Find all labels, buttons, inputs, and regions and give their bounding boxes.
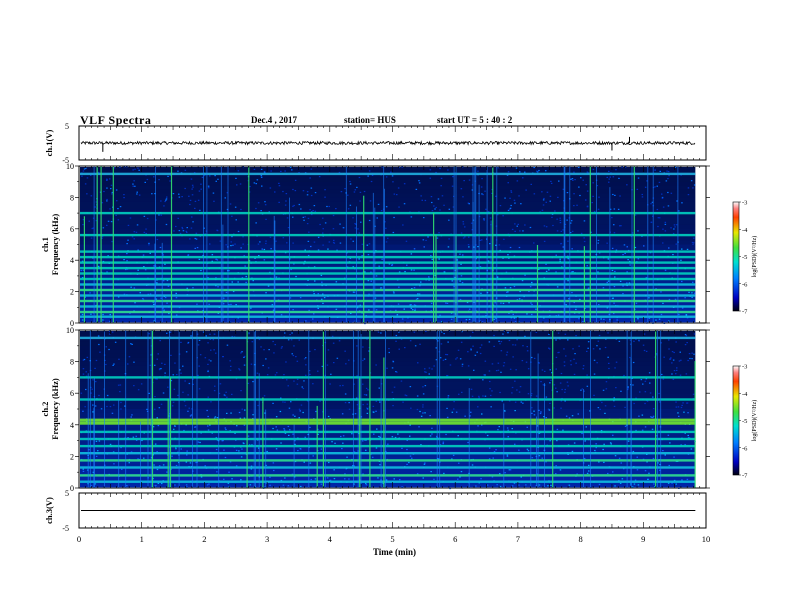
ch2-spectrogram-colorbar-tick--4: -4: [742, 391, 748, 398]
ch2-spectrogram-ytick-8: 8: [70, 358, 74, 367]
ch1-spectrogram-colorbar-tick--5: -5: [742, 254, 747, 261]
xtick-9: 9: [641, 534, 645, 544]
ch2-spectrogram-ylabel: Frequency (kHz): [50, 378, 60, 440]
ch1-spectrogram-band-14: [80, 211, 696, 215]
figure-title: VLF Spectra: [80, 113, 152, 127]
xtick-1: 1: [140, 534, 144, 544]
ch2-spectrogram-colorbar: -3 -4 -5 -6 -7 log(PSD)(V²/Hz): [732, 364, 758, 480]
ch1-waveform-ytick-top: 5: [65, 122, 69, 131]
ch2-spectrogram-ytick-2: 2: [70, 452, 74, 461]
ch1-trace: [80, 140, 696, 146]
ch2-spectrogram-colorbar-tick--3: -3: [742, 364, 747, 371]
ch2-spectrogram-band-12: [80, 336, 696, 340]
ch1-spectrogram-band-6: [80, 283, 696, 286]
ch1-spectrogram-band-5: [80, 288, 696, 292]
ch1-spectrogram-ytick-2: 2: [70, 288, 74, 297]
ch1-spectrogram-band-4: [80, 294, 696, 297]
ch1-spectrogram-colorbar: -3 -4 -5 -6 -7 log(PSD)(V²/Hz): [732, 200, 758, 316]
xtick-8: 8: [578, 534, 582, 544]
ch1-spectrogram-band-15: [80, 172, 696, 176]
ch1-spectrogram-band-0: [80, 315, 696, 318]
ch2-spectrogram-colorbar-tick--6: -6: [742, 445, 748, 452]
ch1-spectrogram-band-11: [80, 255, 696, 259]
ch1-waveform-ylabel: ch.1(V): [44, 129, 54, 156]
ch3-waveform-ytick-top: 5: [65, 489, 69, 498]
start-time-label: start UT = 5 : 40 : 2: [437, 115, 513, 125]
ch2-spectrogram: 0 2 4 6 8 10 ch.2 Frequency (kHz) -3 -4 -5 -6 -7 log(…: [40, 326, 758, 493]
ch2-spectrogram-band-5: [80, 444, 696, 448]
ch1-spectrogram-band-3: [80, 299, 696, 303]
ch2-spectrogram-band-11: [80, 376, 696, 379]
ch3-waveform-ylabel: ch.3(V): [44, 497, 54, 524]
ch2-spectrogram-ytick-0: 0: [70, 484, 74, 493]
ch2-spectrogram-band-4: [80, 452, 696, 455]
xtick-10: 10: [702, 534, 711, 544]
xtick-5: 5: [390, 534, 394, 544]
ch2-spectrogram-band-7: [80, 430, 696, 434]
date-label: Dec.4 , 2017: [251, 115, 297, 125]
x-axis-label: Time (min): [373, 547, 416, 557]
ch2-spectrogram-band-3: [80, 459, 696, 462]
ch2-spectrogram-channel-label: ch.2: [40, 402, 50, 417]
xtick-7: 7: [516, 534, 520, 544]
ch1-spectrogram-ytick-8: 8: [70, 193, 74, 202]
xtick-6: 6: [453, 534, 457, 544]
ch1-waveform-ytick-bottom: -5: [62, 156, 69, 165]
ch1-spectrogram: 0 2 4 6 8 10 ch.1 Frequency (kHz) -3 -4 -5 -6 -7 log(…: [40, 162, 758, 328]
ch1-spectrogram-band-13: [80, 233, 696, 237]
ch1-spectrogram-band-7: [80, 277, 696, 281]
ch1-spectrogram-channel-label: ch.1: [40, 237, 50, 252]
ch1-spectrogram-ytick-6: 6: [70, 225, 74, 234]
ch1-spectrogram-band-9: [80, 266, 696, 270]
ch2-spectrogram-band-8: [80, 421, 696, 425]
ch2-spectrogram-ytick-4: 4: [70, 421, 74, 430]
station-label: station= HUS: [344, 115, 396, 125]
ch2-spectrogram-colorbar-tick--5: -5: [742, 418, 747, 425]
ch1-waveform: 5 -5 ch.1(V): [44, 122, 707, 165]
ch2-spectrogram-band-6: [80, 437, 696, 441]
ch1-spectrogram-colorbar-tick--6: -6: [742, 281, 748, 288]
ch1-spectrogram-colorbar-label: log(PSD)(V²/Hz): [751, 236, 758, 277]
ch1-spectrogram-band-10: [80, 261, 696, 264]
ch1-spectrogram-band-1: [80, 310, 696, 314]
xtick-3: 3: [265, 534, 269, 544]
ch2-spectrogram-ytick-6: 6: [70, 389, 74, 398]
ch2-spectrogram-band-1: [80, 474, 696, 477]
ch1-spectrogram-colorbar-tick--7: -7: [742, 309, 748, 316]
ch2-spectrogram-band-0: [80, 480, 696, 483]
ch2-spectrogram-colorbar-tick--7: -7: [742, 473, 748, 480]
ch3-waveform-ytick-bottom: -5: [62, 524, 69, 533]
ch2-spectrogram-ytick-10: 10: [66, 326, 74, 335]
ch1-spectrogram-band-8: [80, 272, 696, 275]
ch1-spectrogram-ytick-10: 10: [66, 162, 74, 171]
xtick-4: 4: [328, 534, 333, 544]
ch1-spectrogram-ylabel: Frequency (kHz): [50, 214, 60, 276]
ch2-spectrogram-colorbar-label: log(PSD)(V²/Hz): [751, 400, 758, 441]
ch2-spectrogram-band-2: [80, 466, 696, 469]
ch2-spectrogram-band-10: [80, 398, 696, 401]
ch1-spectrogram-band-12: [80, 250, 696, 253]
ch1-spectrogram-colorbar-tick--3: -3: [742, 200, 747, 207]
ch1-spectrogram-colorbar-tick--4: -4: [742, 227, 748, 234]
ch3-waveform: 5 -5 ch.3(V) 0 1 2 3 4 5 6 7 8 9 10 Time (min): [44, 489, 710, 557]
ch1-spectrogram-band-2: [80, 305, 696, 308]
ch1-spectrogram-ytick-4: 4: [70, 256, 74, 265]
ch2-spectrogram-band-9: [80, 418, 696, 422]
ch1-spectrogram-ytick-0: 0: [70, 319, 74, 328]
xtick-2: 2: [202, 534, 206, 544]
xtick-0: 0: [77, 534, 81, 544]
